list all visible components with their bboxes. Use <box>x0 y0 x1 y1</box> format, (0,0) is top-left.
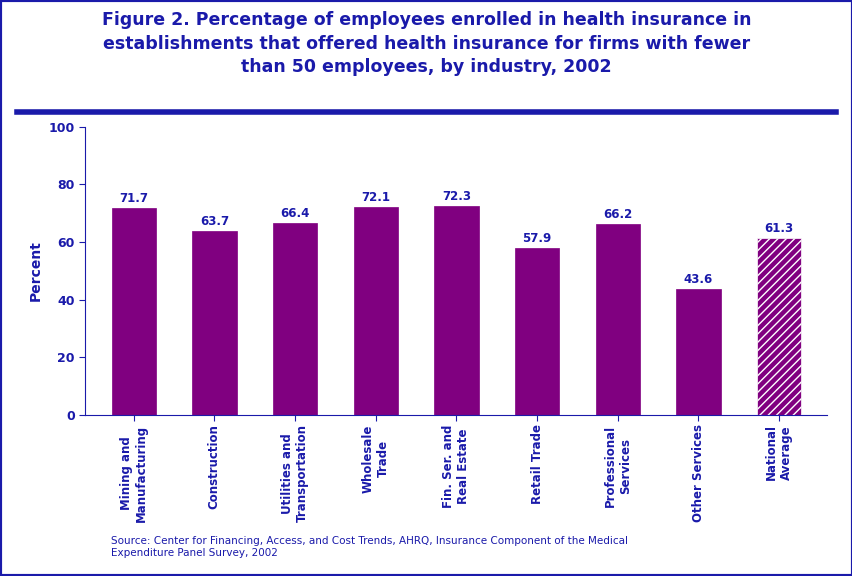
Bar <box>353 207 397 415</box>
Text: Figure 2. Percentage of employees enrolled in health insurance in
establishments: Figure 2. Percentage of employees enroll… <box>101 11 751 77</box>
Text: 43.6: 43.6 <box>683 272 712 286</box>
Bar <box>756 238 800 415</box>
Text: 66.4: 66.4 <box>280 207 309 220</box>
Text: 71.7: 71.7 <box>119 192 148 205</box>
Text: 72.3: 72.3 <box>441 190 470 203</box>
Bar <box>112 208 156 415</box>
Text: 63.7: 63.7 <box>199 215 228 228</box>
Y-axis label: Percent: Percent <box>29 240 43 301</box>
Bar <box>273 223 317 415</box>
Bar <box>192 232 236 415</box>
Bar <box>595 224 639 415</box>
Text: 66.2: 66.2 <box>602 207 631 221</box>
Bar <box>515 248 559 415</box>
Text: Source: Center for Financing, Access, and Cost Trends, AHRQ, Insurance Component: Source: Center for Financing, Access, an… <box>111 536 627 558</box>
Text: 61.3: 61.3 <box>763 222 792 235</box>
Text: 72.1: 72.1 <box>360 191 389 204</box>
Text: 57.9: 57.9 <box>521 232 551 244</box>
Bar <box>434 207 478 415</box>
Bar <box>676 289 720 415</box>
